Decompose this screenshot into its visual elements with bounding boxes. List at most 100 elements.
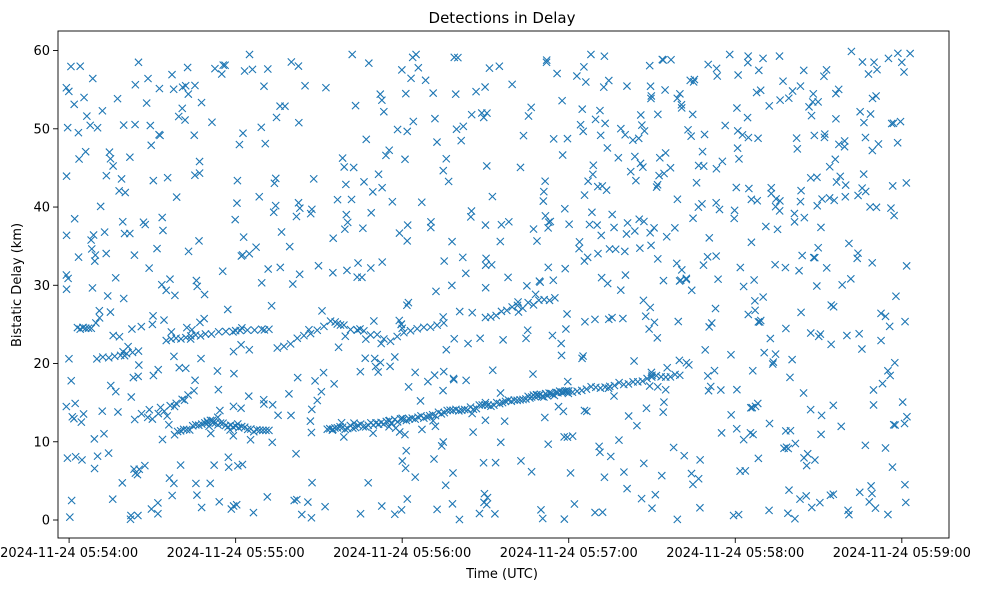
scatter-point	[792, 134, 801, 143]
scatter-point	[448, 469, 457, 478]
scatter-point	[711, 304, 720, 313]
scatter-point	[826, 491, 835, 500]
scatter-point	[710, 366, 719, 375]
scatter-point	[790, 514, 799, 523]
scatter-point	[237, 340, 246, 349]
scatter-point	[519, 395, 528, 404]
scatter-point	[790, 209, 799, 218]
scatter-point	[532, 237, 541, 245]
scatter-point	[704, 60, 713, 69]
scatter-point	[689, 77, 698, 86]
scatter-point	[840, 136, 849, 145]
scatter-point	[615, 378, 624, 387]
scatter-point	[840, 142, 849, 151]
scatter-point	[439, 367, 448, 376]
scatter-point	[544, 440, 553, 449]
scatter-point	[157, 280, 166, 289]
scatter-point	[634, 134, 643, 143]
scatter-point	[377, 418, 386, 427]
scatter-point	[160, 316, 168, 325]
scatter-point	[622, 229, 631, 238]
scatter-point	[818, 195, 827, 204]
scatter-point	[866, 202, 875, 211]
scatter-point	[417, 198, 426, 207]
scatter-point	[591, 115, 600, 124]
scatter-point	[475, 509, 484, 518]
scatter-point	[486, 313, 495, 322]
scatter-point	[154, 409, 163, 418]
scatter-point	[721, 121, 730, 130]
scatter-point	[872, 91, 881, 100]
scatter-point	[338, 154, 347, 163]
scatter-point	[176, 334, 185, 343]
scatter-point	[582, 385, 591, 394]
scatter-point	[599, 83, 608, 92]
scatter-point	[784, 94, 793, 103]
scatter-point	[496, 438, 505, 447]
scatter-point	[272, 113, 281, 122]
scatter-point	[750, 276, 759, 284]
scatter-point	[468, 308, 477, 317]
scatter-point	[560, 432, 569, 441]
scatter-point	[779, 77, 788, 86]
scatter-point	[74, 253, 83, 262]
scatter-point	[542, 58, 551, 67]
scatter-point	[223, 305, 232, 314]
scatter-point	[877, 336, 886, 345]
y-axis: 0 10 20 30 40 50 60	[33, 44, 58, 529]
scatter-point	[743, 113, 752, 122]
scatter-point	[238, 460, 247, 469]
scatter-point	[650, 318, 659, 327]
scatter-point	[490, 509, 499, 518]
scatter-point	[429, 89, 438, 98]
scatter-point	[688, 480, 697, 489]
scatter-point	[765, 419, 774, 428]
scatter-point	[425, 411, 434, 420]
scatter-point	[452, 125, 461, 134]
scatter-point	[572, 72, 581, 81]
scatter-point	[544, 263, 553, 272]
scatter-point	[481, 283, 490, 292]
scatter-point	[698, 147, 707, 156]
scatter-point	[780, 444, 789, 453]
scatter-point	[752, 88, 761, 97]
scatter-point	[522, 334, 531, 343]
scatter-point	[558, 96, 567, 105]
scatter-point	[725, 50, 734, 59]
scatter-point	[382, 417, 391, 426]
scatter-point	[210, 461, 219, 470]
scatter-point	[308, 478, 317, 487]
scatter-point	[667, 55, 675, 64]
scatter-point	[814, 243, 823, 252]
scatter-point	[430, 371, 439, 380]
scatter-point	[78, 455, 86, 464]
scatter-point	[736, 263, 745, 272]
scatter-point	[712, 198, 721, 207]
scatter-point	[635, 215, 644, 224]
scatter-point	[829, 302, 838, 311]
scatter-point	[775, 52, 784, 61]
scatter-point	[486, 402, 495, 411]
scatter-point	[430, 455, 438, 463]
scatter-point	[450, 53, 459, 62]
scatter-point	[669, 443, 678, 452]
scatter-point	[403, 236, 412, 245]
scatter-point	[447, 281, 456, 290]
scatter-point	[896, 117, 905, 126]
scatter-point	[753, 196, 762, 205]
scatter-point	[257, 123, 266, 132]
scatter-point	[178, 395, 187, 404]
scatter-point	[831, 114, 840, 123]
scatter-point	[785, 373, 794, 382]
scatter-point	[701, 345, 710, 354]
scatter-point	[185, 426, 194, 435]
scatter-point	[319, 368, 328, 377]
scatter-point	[781, 426, 790, 435]
scatter-point	[162, 286, 171, 295]
scatter-point	[687, 469, 696, 478]
scatter-point	[563, 309, 572, 318]
scatter-point	[639, 296, 648, 305]
scatter-point	[893, 49, 902, 58]
scatter-point	[891, 421, 900, 430]
scatter-point	[869, 400, 878, 409]
